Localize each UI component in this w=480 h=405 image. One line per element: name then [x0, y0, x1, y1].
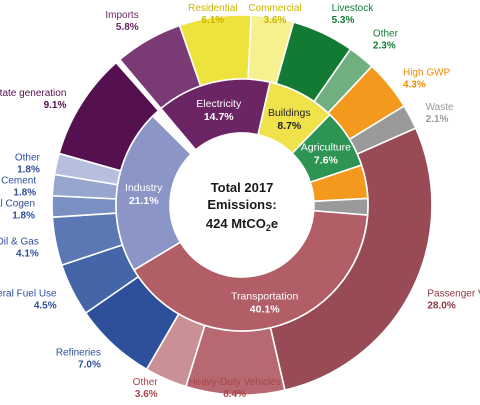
inner-value-industry: 21.1% — [129, 195, 159, 207]
outer-value-heavy-duty-vehicles-8: 8.4% — [223, 389, 246, 400]
outer-label-waste-6: Waste — [426, 102, 454, 113]
outer-label-thermal-cogen-13: Thermal Cogen — [0, 199, 35, 210]
inner-label-transportation: Transportation — [231, 290, 298, 302]
outer-value-refineries-10: 7.0% — [78, 360, 101, 371]
outer-labels: Imports5.8%Residential6.1%Commercial3.6%… — [0, 3, 480, 400]
outer-value-waste-6: 2.1% — [426, 114, 449, 125]
inner-label-agriculture: Agriculture — [301, 141, 351, 153]
outer-label-high-gwp-5: High GWP — [403, 68, 451, 79]
outer-label-cement-14: Cement — [1, 175, 36, 186]
inner-segment-transportation-5 — [132, 209, 369, 332]
outer-label-livestock-3: Livestock — [332, 3, 375, 14]
outer-value-other-15: 1.8% — [17, 165, 40, 176]
outer-value-other-4: 2.3% — [373, 41, 396, 52]
outer-label-residential-1: Residential — [188, 3, 237, 14]
outer-label-commercial-2: Commercial — [248, 3, 301, 14]
outer-value-passenger-vehicles-7: 28.0% — [427, 301, 455, 312]
outer-label-refineries-10: Refineries — [56, 348, 101, 359]
outer-value-high-gwp-5: 4.3% — [403, 80, 426, 91]
outer-value-other-9: 3.6% — [135, 389, 158, 400]
outer-label-passenger-vehicles-7: Passenger Vehicles — [427, 289, 480, 300]
center-line-3-prefix: 424 MtCO — [206, 216, 266, 231]
outer-label-heavy-duty-vehicles-8: Heavy-Duty Vehicles — [188, 377, 280, 388]
outer-label-other-4: Other — [373, 29, 399, 40]
outer-value-general-fuel-use-11: 4.5% — [34, 301, 57, 312]
outer-value-oil-gas-12: 4.1% — [16, 248, 39, 259]
outer-value-in-state-generation-16: 9.1% — [44, 100, 67, 111]
center-line-3-sub: 2 — [266, 223, 271, 233]
outer-label-other-9: Other — [133, 377, 159, 388]
inner-value-agriculture: 7.6% — [314, 154, 339, 166]
outer-label-other-15: Other — [15, 153, 41, 164]
center-line-3-suffix: e — [271, 216, 278, 231]
inner-value-transportation: 40.1% — [250, 303, 280, 315]
center-label: Total 2017 Emissions: 424 MtCO2e — [206, 180, 278, 233]
outer-value-commercial-2: 3.6% — [264, 15, 287, 26]
inner-label-industry: Industry — [125, 182, 163, 194]
outer-label-general-fuel-use-11: General Fuel Use — [0, 289, 57, 300]
center-line-1: Total 2017 — [211, 180, 274, 195]
outer-label-oil-gas-12: Oil & Gas — [0, 236, 39, 247]
center-line-3: 424 MtCO2e — [206, 216, 278, 233]
inner-label-buildings: Buildings — [268, 107, 311, 119]
outer-label-imports-0: Imports — [105, 10, 138, 21]
inner-value-electricity: 14.7% — [204, 111, 234, 123]
inner-label-electricity: Electricity — [196, 98, 242, 110]
outer-value-livestock-3: 5.3% — [332, 15, 355, 26]
center-hole — [170, 133, 314, 277]
outer-value-cement-14: 1.8% — [13, 187, 36, 198]
outer-ring — [51, 14, 433, 396]
inner-ring — [115, 78, 369, 332]
outer-label-in-state-generation-16: In-state generation — [0, 88, 66, 99]
center-line-2: Emissions: — [207, 197, 276, 212]
outer-value-residential-1: 6.1% — [201, 15, 224, 26]
outer-value-thermal-cogen-13: 1.8% — [12, 211, 35, 222]
inner-value-buildings: 8.7% — [277, 120, 302, 132]
outer-value-imports-0: 5.8% — [116, 22, 139, 33]
